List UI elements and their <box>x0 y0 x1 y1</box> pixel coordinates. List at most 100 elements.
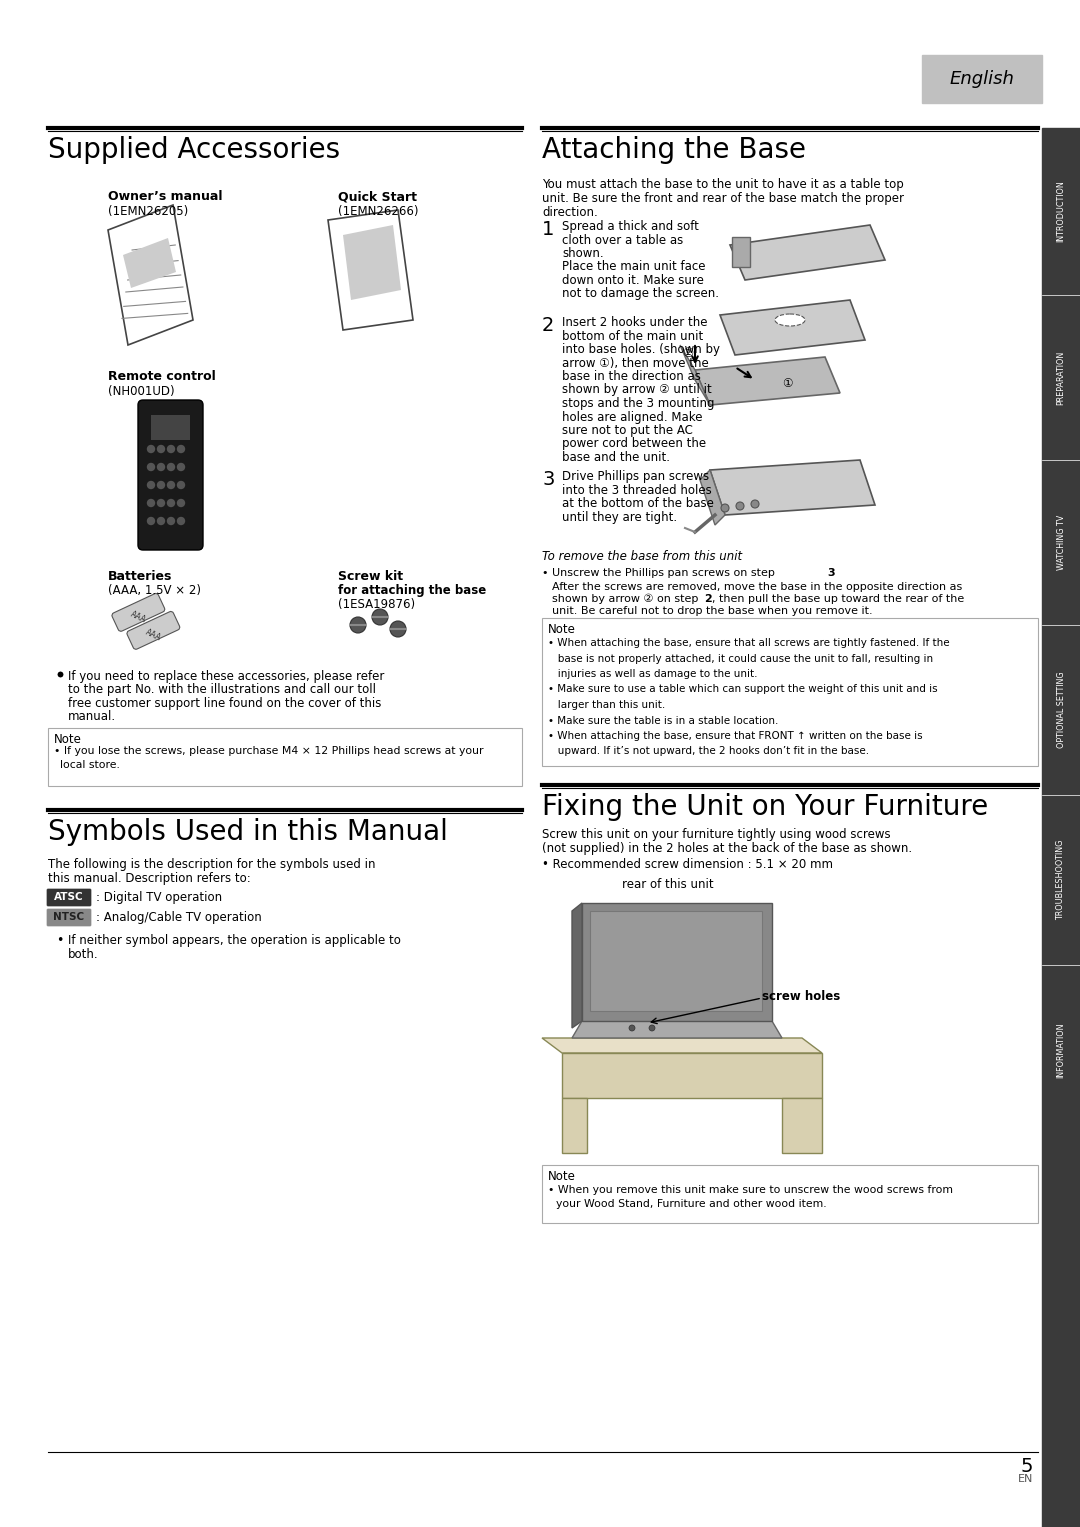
Text: • Unscrew the Phillips pan screws on step: • Unscrew the Phillips pan screws on ste… <box>542 568 779 579</box>
Text: : Digital TV operation: : Digital TV operation <box>96 890 222 904</box>
Text: Fixing the Unit on Your Furniture: Fixing the Unit on Your Furniture <box>542 793 988 822</box>
Circle shape <box>167 446 175 452</box>
Text: 1: 1 <box>542 220 554 240</box>
Polygon shape <box>328 211 413 330</box>
Circle shape <box>167 518 175 524</box>
Text: arrow ①), then move the: arrow ①), then move the <box>562 356 708 370</box>
Text: 2: 2 <box>704 594 712 605</box>
Text: Screw kit: Screw kit <box>338 570 403 583</box>
Text: into the 3 threaded holes: into the 3 threaded holes <box>562 484 712 496</box>
Text: upward. If it’s not upward, the 2 hooks don’t fit in the base.: upward. If it’s not upward, the 2 hooks … <box>548 747 869 756</box>
Polygon shape <box>782 1098 822 1153</box>
Bar <box>542 618 1038 767</box>
Polygon shape <box>343 224 401 299</box>
FancyBboxPatch shape <box>48 889 91 906</box>
Circle shape <box>177 446 185 452</box>
Text: • Recommended screw dimension : 5.1 × 20 mm: • Recommended screw dimension : 5.1 × 20… <box>542 858 833 870</box>
Polygon shape <box>710 460 875 515</box>
Text: down onto it. Make sure: down onto it. Make sure <box>562 273 704 287</box>
Circle shape <box>177 518 185 524</box>
Text: English: English <box>949 70 1014 89</box>
Circle shape <box>751 499 759 508</box>
Text: 2: 2 <box>542 316 554 334</box>
Circle shape <box>148 446 154 452</box>
Text: , then pull the base up toward the rear of the: , then pull the base up toward the rear … <box>712 594 964 605</box>
Text: 5: 5 <box>1021 1457 1032 1477</box>
Text: PREPARATION: PREPARATION <box>1056 350 1066 405</box>
Text: not to damage the screen.: not to damage the screen. <box>562 287 719 301</box>
Text: this manual. Description refers to:: this manual. Description refers to: <box>48 872 251 886</box>
Text: screw holes: screw holes <box>762 989 840 1003</box>
Polygon shape <box>562 1054 822 1098</box>
Text: After the screws are removed, move the base in the opposite direction as: After the screws are removed, move the b… <box>552 582 962 592</box>
Circle shape <box>158 464 164 470</box>
Text: to the part No. with the illustrations and call our toll: to the part No. with the illustrations a… <box>68 684 376 696</box>
Text: If neither symbol appears, the operation is applicable to: If neither symbol appears, the operation… <box>68 935 401 947</box>
Bar <box>732 237 750 267</box>
Circle shape <box>649 1025 654 1031</box>
Text: ATSC: ATSC <box>54 892 84 902</box>
Text: local store.: local store. <box>60 760 120 770</box>
Text: direction.: direction. <box>542 206 597 218</box>
Polygon shape <box>680 345 710 405</box>
Text: into base holes. (shown by: into base holes. (shown by <box>562 344 720 356</box>
Polygon shape <box>542 1038 822 1054</box>
Text: rear of this unit: rear of this unit <box>622 878 714 890</box>
Polygon shape <box>720 299 865 354</box>
Circle shape <box>158 481 164 489</box>
Text: Note: Note <box>548 1170 576 1183</box>
Text: cloth over a table as: cloth over a table as <box>562 234 684 246</box>
Text: (NH001UD): (NH001UD) <box>108 385 175 399</box>
Bar <box>590 912 762 1011</box>
Bar <box>151 415 190 440</box>
Text: Batteries: Batteries <box>108 570 173 583</box>
Circle shape <box>148 499 154 507</box>
Polygon shape <box>572 902 582 1028</box>
Circle shape <box>167 481 175 489</box>
Text: bottom of the main unit: bottom of the main unit <box>562 330 703 342</box>
Text: base is not properly attached, it could cause the unit to fall, resulting in: base is not properly attached, it could … <box>548 654 933 664</box>
Circle shape <box>148 464 154 470</box>
Text: Symbols Used in this Manual: Symbols Used in this Manual <box>48 818 448 846</box>
Text: INTRODUCTION: INTRODUCTION <box>1056 180 1066 243</box>
Text: • Make sure to use a table which can support the weight of this unit and is: • Make sure to use a table which can sup… <box>548 684 937 695</box>
Text: until they are tight.: until they are tight. <box>562 510 677 524</box>
Circle shape <box>167 464 175 470</box>
Circle shape <box>158 446 164 452</box>
Polygon shape <box>730 224 885 279</box>
Circle shape <box>177 464 185 470</box>
Text: both.: both. <box>68 948 98 960</box>
Circle shape <box>177 481 185 489</box>
Text: • When attaching the base, ensure that all screws are tightly fastened. If the: • When attaching the base, ensure that a… <box>548 638 949 647</box>
FancyBboxPatch shape <box>126 611 180 649</box>
Circle shape <box>158 518 164 524</box>
Circle shape <box>167 499 175 507</box>
Text: Remote control: Remote control <box>108 370 216 383</box>
Text: Spread a thick and soft: Spread a thick and soft <box>562 220 699 234</box>
Text: AAA: AAA <box>129 609 147 625</box>
Circle shape <box>629 1025 635 1031</box>
Text: 3: 3 <box>542 470 554 489</box>
Text: •: • <box>56 935 64 947</box>
Text: Quick Start: Quick Start <box>338 189 417 203</box>
Polygon shape <box>696 357 840 405</box>
Text: ②: ② <box>681 347 693 360</box>
Text: for attaching the base: for attaching the base <box>338 583 486 597</box>
Text: (1EMN26205): (1EMN26205) <box>108 205 188 218</box>
Text: holes are aligned. Make: holes are aligned. Make <box>562 411 702 423</box>
Circle shape <box>735 502 744 510</box>
Text: Drive Phillips pan screws: Drive Phillips pan screws <box>562 470 710 483</box>
Circle shape <box>177 499 185 507</box>
FancyBboxPatch shape <box>138 400 203 550</box>
Text: sure not to put the AC: sure not to put the AC <box>562 425 693 437</box>
Text: Note: Note <box>54 733 82 747</box>
Text: • If you lose the screws, please purchase M4 × 12 Phillips head screws at your: • If you lose the screws, please purchas… <box>54 747 484 756</box>
Text: stops and the 3 mounting: stops and the 3 mounting <box>562 397 715 411</box>
Text: If you need to replace these accessories, please refer: If you need to replace these accessories… <box>68 670 384 683</box>
Text: (not supplied) in the 2 holes at the back of the base as shown.: (not supplied) in the 2 holes at the bac… <box>542 841 913 855</box>
Text: shown by arrow ② until it: shown by arrow ② until it <box>562 383 712 397</box>
Text: (1EMN26266): (1EMN26266) <box>338 205 419 218</box>
Text: WATCHING TV: WATCHING TV <box>1056 515 1066 570</box>
Polygon shape <box>582 902 772 1022</box>
Circle shape <box>148 481 154 489</box>
